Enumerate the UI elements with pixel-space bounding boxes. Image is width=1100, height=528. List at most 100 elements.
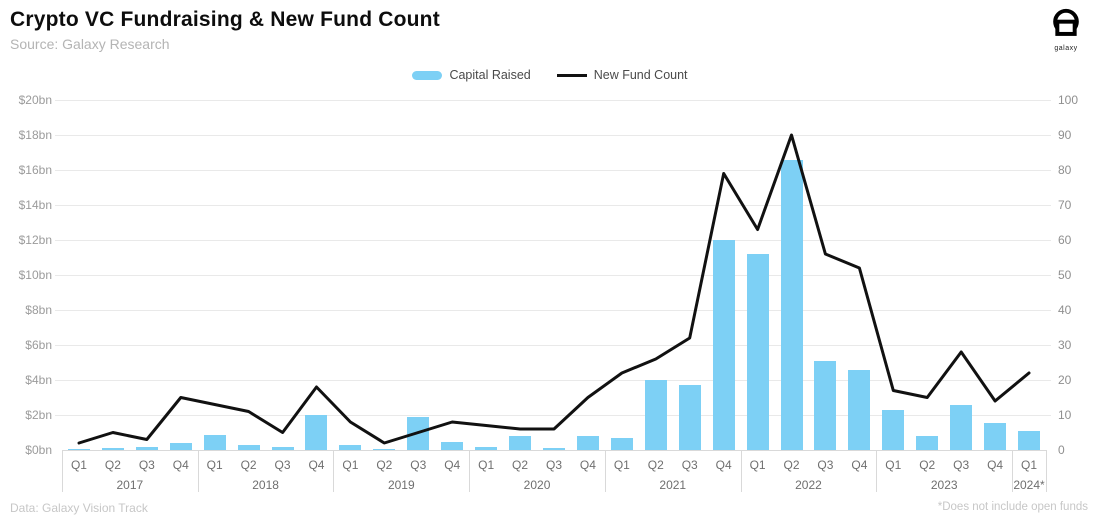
y-axis-label-right: 20 — [1058, 373, 1072, 387]
x-axis-quarter-label: Q3 — [410, 458, 427, 472]
x-axis-quarter-label: Q3 — [681, 458, 698, 472]
x-axis-quarter-label: Q1 — [70, 458, 87, 472]
capital-raised-bar — [509, 436, 532, 450]
capital-raised-bar — [746, 254, 769, 450]
galaxy-logo-icon — [1049, 8, 1083, 45]
capital-raised-bar — [576, 436, 599, 450]
gridline — [55, 170, 1051, 171]
capital-raised-bar — [169, 443, 192, 450]
y-axis-label-right: 30 — [1058, 338, 1072, 352]
x-axis-quarter-label: Q1 — [206, 458, 223, 472]
x-axis-quarter-label: Q1 — [885, 458, 902, 472]
capital-raised-bar — [135, 447, 158, 450]
capital-raised-bar — [101, 448, 124, 450]
gridline — [55, 380, 1051, 381]
galaxy-logo: galaxy — [1046, 8, 1086, 52]
year-separator — [197, 450, 199, 492]
y-axis-label-right: 40 — [1058, 303, 1072, 317]
x-axis-year-label: 2019 — [387, 478, 415, 492]
x-axis-quarter-label: Q2 — [104, 458, 121, 472]
footnote: *Does not include open funds — [937, 501, 1088, 513]
x-axis-quarter-label: Q4 — [444, 458, 461, 472]
x-axis-quarter-label: Q3 — [138, 458, 155, 472]
year-separator — [469, 450, 471, 492]
capital-raised-bar — [610, 437, 633, 450]
gridline — [55, 100, 1051, 101]
capital-raised-bar — [373, 449, 396, 450]
chart-source: Source: Galaxy Research — [10, 36, 170, 52]
y-axis-label-right: 100 — [1058, 93, 1079, 107]
x-axis-quarter-label: Q4 — [579, 458, 596, 472]
y-axis-label-left: $10bn — [18, 268, 52, 282]
x-axis-quarter-label: Q2 — [919, 458, 936, 472]
x-axis-quarter-label: Q2 — [240, 458, 257, 472]
year-separator — [1046, 450, 1047, 492]
x-axis-quarter-label: Q3 — [274, 458, 291, 472]
page-title: Crypto VC Fundraising & New Fund Count — [10, 8, 440, 31]
y-axis-label-right: 60 — [1058, 233, 1072, 247]
gridline — [55, 275, 1051, 276]
capital-raised-bar — [475, 446, 498, 450]
capital-raised-bar — [237, 444, 260, 450]
year-separator — [876, 450, 878, 492]
gridline — [55, 310, 1051, 311]
x-axis-year-label: 2022 — [795, 478, 822, 492]
x-axis-quarter-label: Q3 — [953, 458, 970, 472]
y-axis-label-right: 90 — [1058, 128, 1072, 142]
capital-raised-bar — [543, 448, 565, 450]
capital-raised-swatch-icon — [412, 70, 443, 80]
x-axis-quarter-label: Q1 — [1021, 458, 1038, 472]
x-axis-quarter-label: Q3 — [545, 458, 562, 472]
legend-label: New Fund Count — [593, 68, 688, 82]
gridline — [55, 135, 1051, 136]
x-axis-year-label: 2021 — [659, 478, 687, 492]
capital-raised-bar — [441, 442, 464, 450]
x-axis-year-label: 2018 — [252, 478, 279, 492]
x-axis-year-label: 2020 — [523, 478, 551, 492]
x-axis-quarter-label: Q2 — [783, 458, 800, 472]
y-axis-label-left: $16bn — [18, 163, 52, 177]
x-axis-quarter-label: Q1 — [613, 458, 630, 472]
y-axis-label-right: 0 — [1058, 443, 1065, 457]
x-axis-quarter-label: Q4 — [851, 458, 868, 472]
capital-raised-bar — [203, 435, 226, 450]
y-axis-label-right: 80 — [1058, 163, 1072, 177]
y-axis-label-left: $12bn — [18, 233, 52, 247]
year-separator — [333, 450, 335, 492]
capital-raised-bar — [848, 369, 871, 450]
capital-raised-bar — [780, 159, 803, 450]
year-separator — [604, 450, 606, 492]
y-axis-label-right: 70 — [1058, 198, 1072, 212]
y-axis-label-left: $2bn — [25, 408, 52, 422]
x-axis-quarter-label: Q4 — [715, 458, 732, 472]
y-axis-label-left: $18bn — [18, 128, 52, 142]
gridline — [55, 240, 1051, 241]
year-separator — [740, 450, 742, 492]
capital-raised-bar — [67, 449, 90, 450]
capital-raised-bar — [644, 380, 667, 450]
capital-raised-bar — [984, 422, 1007, 450]
x-axis-quarter-label: Q1 — [478, 458, 495, 472]
x-axis-quarter-label: Q2 — [376, 458, 393, 472]
gridline — [55, 345, 1051, 346]
year-separator — [62, 450, 63, 492]
capital-raised-bar — [1018, 430, 1041, 450]
y-axis-label-left: $0bn — [25, 443, 52, 457]
x-axis-quarter-label: Q2 — [512, 458, 529, 472]
x-axis-line — [62, 450, 1046, 451]
capital-raised-bar — [814, 360, 837, 450]
galaxy-logo-text: galaxy — [1054, 45, 1078, 52]
y-axis-label-right: 50 — [1058, 268, 1072, 282]
capital-raised-bar — [305, 415, 328, 450]
data-source-note: Data: Galaxy Vision Track — [10, 501, 148, 515]
capital-raised-bar — [950, 404, 973, 450]
x-axis-year-label: 2023 — [930, 478, 958, 492]
capital-raised-bar — [271, 446, 294, 450]
x-axis-quarter-label: Q4 — [987, 458, 1004, 472]
capital-raised-bar — [712, 240, 735, 450]
x-axis-year-label: 2024* — [1013, 478, 1045, 492]
capital-raised-bar — [407, 416, 430, 450]
legend-item-new-fund-count: New Fund Count — [556, 68, 688, 82]
y-axis-label-left: $8bn — [25, 303, 52, 317]
